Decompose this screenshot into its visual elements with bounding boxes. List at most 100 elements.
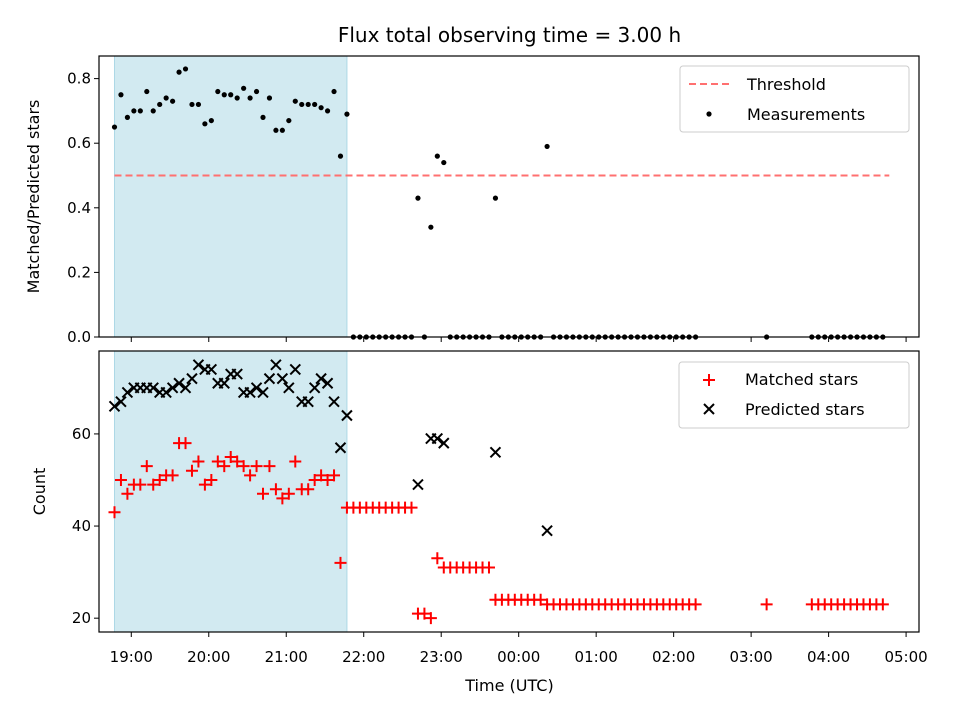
measurement-point [260, 114, 266, 120]
matched-star-point [166, 469, 179, 482]
matched-star-point [482, 561, 495, 574]
matched-star-point [263, 460, 276, 473]
matched-star-point [231, 455, 244, 468]
y-tick-label: 0.4 [67, 199, 91, 217]
measurement-point [163, 95, 169, 101]
predicted-star-point [489, 446, 502, 459]
legend-threshold-label: Threshold [746, 75, 826, 94]
predicted-star-point [121, 386, 134, 399]
predicted-star-point [115, 395, 127, 408]
predicted-star-point [173, 377, 185, 389]
predicted-star-point [263, 372, 276, 385]
legend-measurements-label: Measurements [747, 105, 865, 124]
measurement-point [305, 101, 311, 108]
predicted-star-point [244, 386, 256, 399]
measurement-point [144, 88, 150, 95]
chart-title: Flux total observing time = 3.00 h [338, 23, 681, 47]
legend-measurements-swatch [706, 111, 712, 117]
measurement-point [189, 101, 195, 108]
legend-predicted-swatch [703, 403, 715, 415]
predicted-star-point [315, 372, 327, 385]
predicted-star-point [192, 359, 205, 371]
matched-star-point [308, 473, 321, 486]
measurement-point [182, 66, 189, 72]
counts-shaded-interval [113, 350, 348, 633]
matched-star-point [289, 455, 302, 468]
measurement-point [441, 159, 447, 166]
predicted-star-point [341, 409, 353, 422]
matched-star-point [276, 492, 289, 505]
matched-star-point [140, 460, 153, 473]
matched-star-point [334, 556, 347, 569]
ratio-panel: 0.00.20.40.60.8 Matched/Predicted stars … [24, 55, 920, 346]
matched-star-point [534, 593, 547, 606]
predicted-star-point [412, 478, 424, 491]
matched-star-point [424, 612, 437, 625]
x-axis-label: Time (UTC) [464, 676, 553, 695]
predicted-star-point [166, 382, 179, 394]
predicted-star-point [438, 437, 450, 449]
matched-star-point [321, 473, 334, 486]
predicted-star-point [231, 368, 243, 380]
measurement-point [176, 69, 182, 75]
x-tick-label: 03:00 [730, 648, 773, 666]
legend-predicted-label: Predicted stars [745, 400, 865, 419]
counts-marks [108, 359, 889, 625]
ratio-axes-frame [98, 55, 920, 338]
matched-star-point [218, 460, 231, 473]
x-tick-label: 04:00 [807, 648, 850, 666]
y-tick-label: 40 [72, 517, 91, 535]
x-tick-label: 23:00 [420, 648, 463, 666]
measurement-point [331, 88, 337, 95]
matched-star-point [689, 598, 702, 611]
measurement-point [299, 101, 305, 108]
matched-star-point [431, 552, 444, 565]
matched-star-point [315, 469, 328, 482]
matched-star-point [114, 473, 127, 486]
x-tick-label: 02:00 [652, 648, 695, 666]
x-tick-label: 05:00 [884, 648, 927, 666]
matched-star-point [237, 460, 250, 473]
counts-y-label: Count [30, 468, 49, 516]
predicted-star-point [302, 395, 314, 408]
y-tick-label: 0.6 [67, 134, 91, 152]
measurement-point [318, 105, 324, 111]
predicted-star-point [308, 382, 321, 394]
matched-star-point [257, 487, 269, 500]
counts-legend-box [678, 361, 910, 429]
matched-star-point [121, 487, 134, 500]
matched-star-point [185, 464, 198, 477]
measurement-point [286, 117, 292, 124]
x-tick-label: 20:00 [187, 648, 230, 666]
measurement-point [266, 95, 273, 101]
matched-star-point [405, 501, 418, 514]
y-tick-label: 0.8 [67, 70, 91, 88]
x-tick-label: 21:00 [265, 648, 308, 666]
matched-star-point [250, 460, 263, 473]
matched-star-point [269, 483, 282, 496]
y-tick-label: 0.2 [67, 263, 91, 281]
counts-panel: 20 40 60 19:00 20:00 21:00 22:00 23:00 00:00 01:… [30, 350, 928, 695]
matched-star-point [760, 598, 773, 611]
measurement-point [137, 108, 143, 114]
matched-star-point [282, 487, 295, 500]
predicted-star-point [186, 372, 198, 385]
measurement-point [544, 143, 550, 150]
predicted-star-point [328, 395, 340, 408]
predicted-star-point [289, 363, 301, 376]
measurement-point [150, 108, 156, 114]
measurement-point [131, 108, 137, 114]
matched-star-point [198, 478, 211, 491]
measurement-point [241, 85, 247, 91]
y-tick-label: 60 [72, 425, 91, 443]
measurement-point [118, 92, 124, 98]
x-tick-label: 00:00 [497, 648, 540, 666]
measurement-point [279, 127, 285, 133]
predicted-star-point [270, 359, 282, 371]
matched-star-point [179, 437, 192, 450]
counts-axes-frame [98, 350, 920, 633]
measurement-point [273, 127, 279, 133]
measurement-point [202, 121, 208, 127]
matched-star-point [876, 598, 889, 611]
